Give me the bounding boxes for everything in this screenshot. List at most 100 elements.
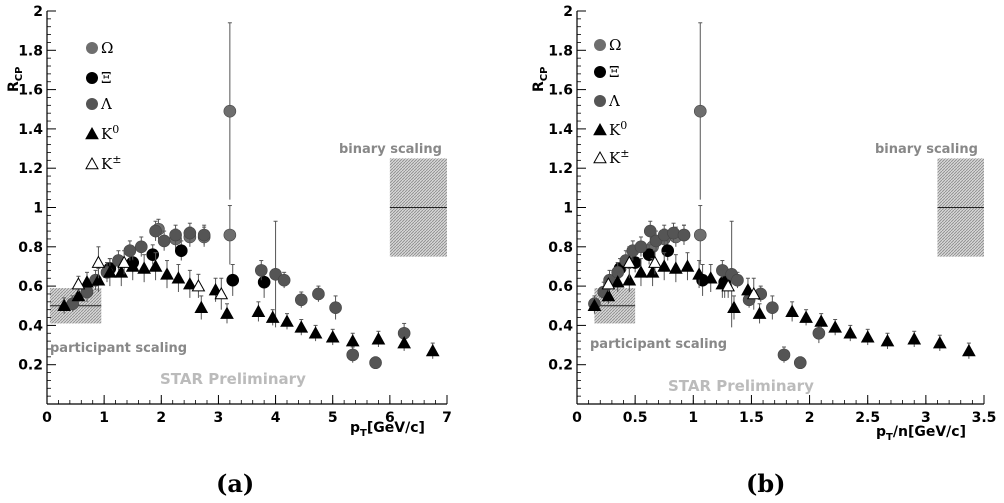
y-tick-label: 1.4: [18, 122, 43, 138]
data-point: [693, 228, 707, 242]
data-point: [962, 343, 976, 357]
y-axis-title: RCP: [531, 67, 550, 92]
x-axis-title: pT[GeV/c]: [350, 420, 425, 439]
x-tick-label: 0: [42, 410, 52, 426]
y-tick-label: 1.2: [18, 161, 43, 177]
chart-panel-b: 0 0.5 1 1.5 2 2.5 3 3.5 0.2 0.4 0.6 0.8 1 1.2 1.4 1.6 1.…: [531, 4, 996, 498]
data-point: [425, 343, 440, 357]
x-tick-label: 0: [572, 410, 582, 426]
data-point: [91, 273, 106, 286]
axes-b: 0 0.5 1 1.5 2 2.5 3 3.5 0.2 0.4 0.6 0.8 1 1.2 1.4 1.6 1.…: [548, 4, 996, 426]
legend-label: K±: [101, 153, 121, 173]
data-point: [223, 104, 237, 118]
data-point: [369, 356, 382, 370]
y-tick-label: 1.8: [18, 43, 43, 59]
legend-label: Ξ: [101, 69, 112, 87]
legend-marker: [594, 95, 606, 107]
data-point: [171, 271, 186, 284]
data-point: [799, 310, 813, 323]
data-point: [610, 275, 625, 288]
data-point: [223, 228, 237, 242]
y-tick-label: 0.8: [548, 240, 573, 256]
data-point: [214, 286, 229, 300]
data-point: [103, 265, 117, 278]
legend-marker: [593, 122, 607, 136]
legend-a: ΩΞΛ K0 K±: [85, 39, 121, 173]
x-tick-label: 2: [156, 410, 166, 426]
y-tick-label: 0.2: [18, 358, 43, 374]
data-point: [257, 275, 271, 289]
data-point: [80, 275, 94, 288]
data-point: [149, 224, 162, 238]
panel-caption: (b): [746, 469, 786, 498]
star-preliminary-label: STAR Preliminary: [668, 377, 814, 395]
data-point: [746, 286, 761, 300]
x-tick-label: 1: [99, 410, 109, 426]
y-tick-label: 0.4: [18, 318, 43, 334]
data-point: [693, 104, 707, 118]
legend-label: K0: [101, 123, 119, 143]
y-tick-label: 1.4: [548, 122, 573, 138]
data-point: [721, 279, 736, 292]
data-point: [601, 277, 616, 290]
data-point: [622, 273, 637, 286]
data-point: [793, 356, 807, 370]
data-point: [174, 244, 188, 258]
data-point: [312, 287, 325, 301]
data-point: [812, 326, 826, 340]
legend-marker: [85, 156, 99, 170]
binary-scaling-label: binary scaling: [339, 142, 442, 157]
data-point: [785, 304, 799, 317]
legend-marker: [86, 72, 98, 84]
data-point: [191, 279, 206, 292]
data-point: [907, 332, 922, 345]
y-tick-label: 0.2: [548, 358, 573, 374]
legend-label: Ξ: [609, 63, 620, 81]
legend-label: K0: [609, 119, 627, 139]
data-point: [251, 304, 266, 317]
y-tick-label: 1: [563, 201, 573, 217]
legend-label: Λ: [608, 92, 620, 110]
data-point: [668, 261, 683, 274]
data-point: [731, 273, 744, 287]
data-point: [157, 234, 171, 248]
data-point: [752, 306, 767, 319]
data-point: [828, 320, 843, 333]
markers-a: [57, 22, 440, 370]
data-point: [197, 228, 211, 242]
panel-caption: (a): [216, 469, 254, 498]
x-tick-label: 7: [442, 410, 452, 426]
data-point: [148, 259, 163, 272]
data-point: [677, 228, 691, 242]
data-point: [280, 314, 294, 327]
y-tick-label: 1.8: [548, 43, 573, 59]
y-tick-label: 0.6: [18, 279, 43, 295]
x-axis-title: pT/n[GeV/c]: [876, 424, 966, 443]
data-point: [692, 267, 706, 280]
x-tick-label: 3: [214, 410, 224, 426]
x-tick-label: 6: [385, 410, 395, 426]
data-point: [634, 265, 648, 278]
data-point: [634, 240, 648, 254]
legend-label: Ω: [101, 39, 113, 57]
x-tick-label: 2: [805, 410, 815, 426]
data-point: [329, 301, 342, 315]
data-point: [880, 334, 895, 347]
data-point: [371, 332, 386, 345]
legend-marker: [593, 150, 607, 164]
legend-marker: [594, 39, 606, 51]
data-point: [657, 259, 672, 272]
participant-scaling-label: participant scaling: [50, 341, 187, 356]
markers-b: [587, 22, 976, 370]
data-point: [169, 228, 182, 242]
y-tick-label: 0.4: [548, 318, 573, 334]
data-point: [114, 265, 129, 278]
legend-marker: [594, 66, 606, 78]
data-point: [277, 273, 291, 287]
data-point: [661, 244, 675, 258]
data-point: [777, 348, 791, 362]
x-tick-label: 4: [271, 410, 281, 426]
x-tick-label: 3.5: [972, 410, 997, 426]
legend-marker: [86, 42, 98, 54]
